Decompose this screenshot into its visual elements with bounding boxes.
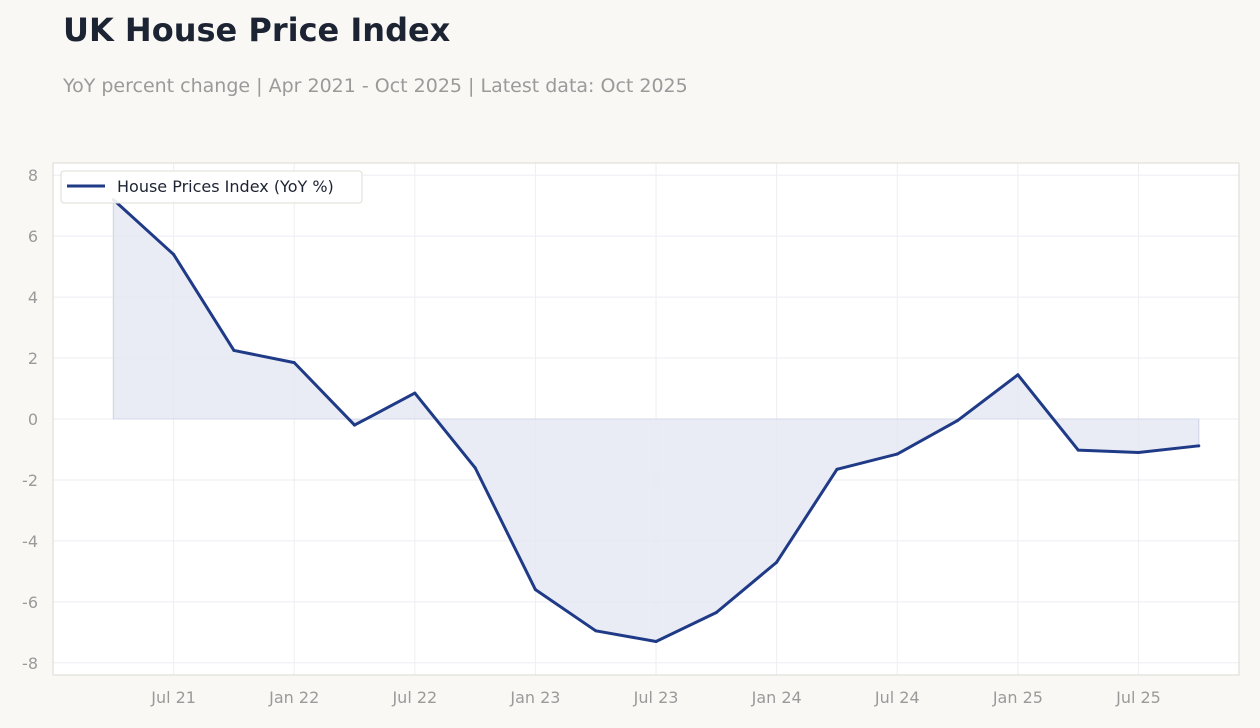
x-tick-label: Jul 23 bbox=[633, 688, 679, 707]
series-point bbox=[654, 639, 658, 643]
y-tick-label: -2 bbox=[22, 471, 38, 490]
x-tick-label: Jan 25 bbox=[992, 688, 1043, 707]
chart-subtitle: YoY percent change | Apr 2021 - Oct 2025… bbox=[63, 75, 688, 97]
series-point bbox=[232, 348, 236, 352]
series-point bbox=[172, 252, 176, 256]
series-point bbox=[533, 588, 537, 592]
series-point bbox=[1016, 373, 1020, 377]
y-tick-label: 6 bbox=[28, 227, 38, 246]
series-point bbox=[1197, 444, 1201, 448]
y-tick-label: 8 bbox=[28, 166, 38, 185]
series-point bbox=[1136, 451, 1140, 455]
y-tick-label: 0 bbox=[28, 410, 38, 429]
legend-label: House Prices Index (YoY %) bbox=[117, 177, 334, 196]
series-point bbox=[473, 466, 477, 470]
y-tick-label: -6 bbox=[22, 593, 38, 612]
chart-title: UK House Price Index bbox=[63, 11, 451, 49]
series-point bbox=[895, 452, 899, 456]
series-point bbox=[714, 611, 718, 615]
series-point bbox=[775, 560, 779, 564]
x-axis-ticks: Jul 21 Jan 22 Jul 22 Jan 23 Jul 23 Jan 24 Jul … bbox=[150, 688, 1161, 707]
x-tick-label: Jul 22 bbox=[391, 688, 437, 707]
x-tick-label: Jan 23 bbox=[509, 688, 560, 707]
y-tick-label: -4 bbox=[22, 532, 38, 551]
series-point bbox=[292, 361, 296, 365]
series-point bbox=[594, 629, 598, 633]
series-point bbox=[413, 391, 417, 395]
y-tick-label: -8 bbox=[22, 654, 38, 673]
y-axis-ticks: 8 6 4 2 0 -2 -4 -6 -8 bbox=[22, 166, 38, 673]
legend-box bbox=[60, 170, 363, 204]
series-point bbox=[353, 423, 357, 427]
x-tick-label: Jul 21 bbox=[150, 688, 196, 707]
y-tick-label: 4 bbox=[28, 288, 38, 307]
series-point bbox=[956, 419, 960, 423]
x-tick-label: Jan 24 bbox=[751, 688, 802, 707]
x-tick-label: Jul 25 bbox=[1115, 688, 1161, 707]
series-point bbox=[835, 467, 839, 471]
legend: House Prices Index (YoY %) bbox=[60, 170, 363, 204]
y-tick-label: 2 bbox=[28, 349, 38, 368]
series-point bbox=[1076, 448, 1080, 452]
x-tick-label: Jan 22 bbox=[268, 688, 319, 707]
plot-frame bbox=[52, 162, 1240, 676]
x-tick-label: Jul 24 bbox=[874, 688, 920, 707]
